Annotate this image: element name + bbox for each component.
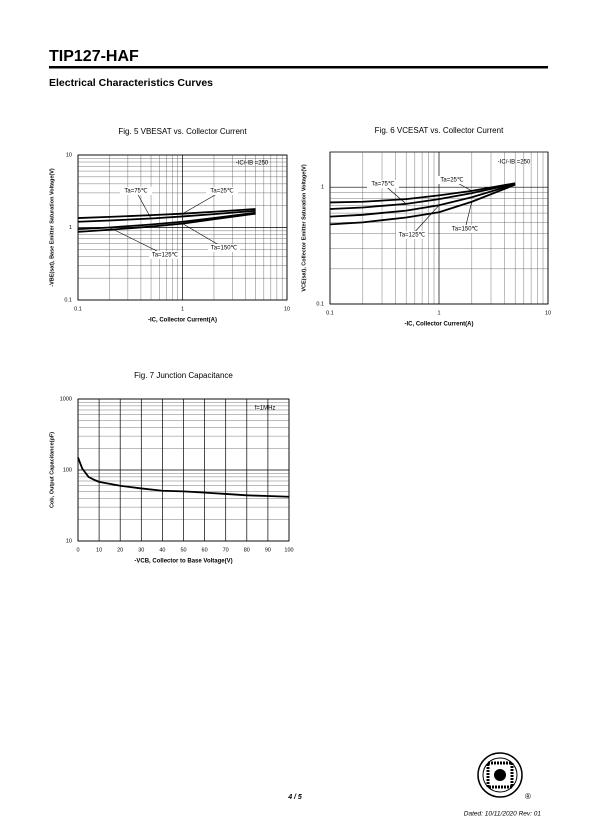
annotation: -IC/-IB =250 <box>498 160 531 166</box>
y-tick-label: 1 <box>321 185 324 191</box>
series-line <box>329 182 516 204</box>
label-bg <box>449 225 481 233</box>
series-line <box>77 211 256 231</box>
x-tick-label: 1 <box>437 310 440 316</box>
chart-title: Fig. 5 VBESAT vs. Collector Current <box>118 127 247 136</box>
registered: ® <box>525 792 531 801</box>
rule <box>49 66 548 69</box>
y-tick-label: 10 <box>66 538 72 544</box>
series-label: Ta=150℃ <box>452 227 479 233</box>
y-axis-label: Cob, Output Capacitance(pF) <box>49 432 55 508</box>
label-bg <box>396 231 428 239</box>
x-axis-label: -VCB, Collector to Base Voltage(V) <box>134 559 232 565</box>
series-label: Ta=25℃ <box>440 178 464 184</box>
x-tick-label: 70 <box>223 547 229 553</box>
x-tick-label: 10 <box>284 306 290 312</box>
x-tick-label: 10 <box>545 310 551 316</box>
x-axis-label: -IC, Collector Current(A) <box>148 318 217 324</box>
x-tick-label: 0.1 <box>326 310 334 316</box>
y-tick-label: 1 <box>69 225 72 231</box>
series-line <box>77 212 256 233</box>
y-axis-label: VCE(sat), Collector Emitter Saturation V… <box>301 164 307 292</box>
x-tick-label: 100 <box>284 547 293 553</box>
logo <box>477 752 523 798</box>
x-tick-label: 50 <box>180 547 186 553</box>
leader-line <box>411 205 440 236</box>
x-tick-label: 40 <box>159 547 165 553</box>
series-label: Ta=75℃ <box>124 189 148 195</box>
series-label: Ta=125℃ <box>152 253 179 259</box>
y-axis-label: -VBE(sat), Base Emitter Saturation Volta… <box>49 168 55 287</box>
section-title: Electrical Characteristics Curves <box>49 77 213 89</box>
series-label: Ta=150℃ <box>211 246 238 252</box>
chart-title: Fig. 6 VCESAT vs. Collector Current <box>375 126 504 135</box>
x-tick-label: 20 <box>117 547 123 553</box>
x-tick-label: 1 <box>181 306 184 312</box>
annotation: -IC/-IB =250 <box>236 161 269 167</box>
series-line <box>77 457 290 498</box>
series-line <box>329 183 516 218</box>
y-tick-label: 10 <box>66 152 72 158</box>
leader-line <box>464 201 473 230</box>
x-tick-label: 0 <box>76 547 79 553</box>
label-bg <box>367 180 399 188</box>
x-tick-label: 60 <box>202 547 208 553</box>
label-bg <box>120 187 152 195</box>
y-tick-label: 0.1 <box>316 301 324 307</box>
dated: Dated: 10/11/2020 Rev: 01 <box>464 811 542 818</box>
label-bg <box>149 251 181 259</box>
y-tick-label: 1000 <box>60 396 72 402</box>
series-line <box>77 208 256 219</box>
x-axis-label: -IC, Collector Current(A) <box>405 322 474 328</box>
y-tick-label: 0.1 <box>64 297 72 303</box>
x-tick-label: 0.1 <box>74 306 82 312</box>
chart-title: Fig. 7 Junction Capacitance <box>134 371 233 380</box>
series-label: Ta=75℃ <box>371 182 395 188</box>
leader-line <box>182 223 225 249</box>
series-label: Ta=125℃ <box>399 233 426 239</box>
y-tick-label: 100 <box>63 467 72 473</box>
doc-title: TIP127-HAF <box>49 48 139 65</box>
x-tick-label: 90 <box>265 547 271 553</box>
page-number: 4 / 5 <box>287 794 302 801</box>
series-line <box>77 209 256 223</box>
label-bg <box>206 187 238 195</box>
series-line <box>329 182 516 210</box>
x-tick-label: 80 <box>244 547 250 553</box>
leader-line <box>135 190 152 219</box>
label-bg <box>208 244 240 252</box>
annotation: f=1MHz <box>255 406 276 412</box>
leader-line <box>109 227 166 256</box>
x-tick-label: 30 <box>138 547 144 553</box>
series-label: Ta=25℃ <box>210 189 234 195</box>
series-line <box>329 183 516 226</box>
label-bg <box>436 176 468 184</box>
x-tick-label: 10 <box>96 547 102 553</box>
